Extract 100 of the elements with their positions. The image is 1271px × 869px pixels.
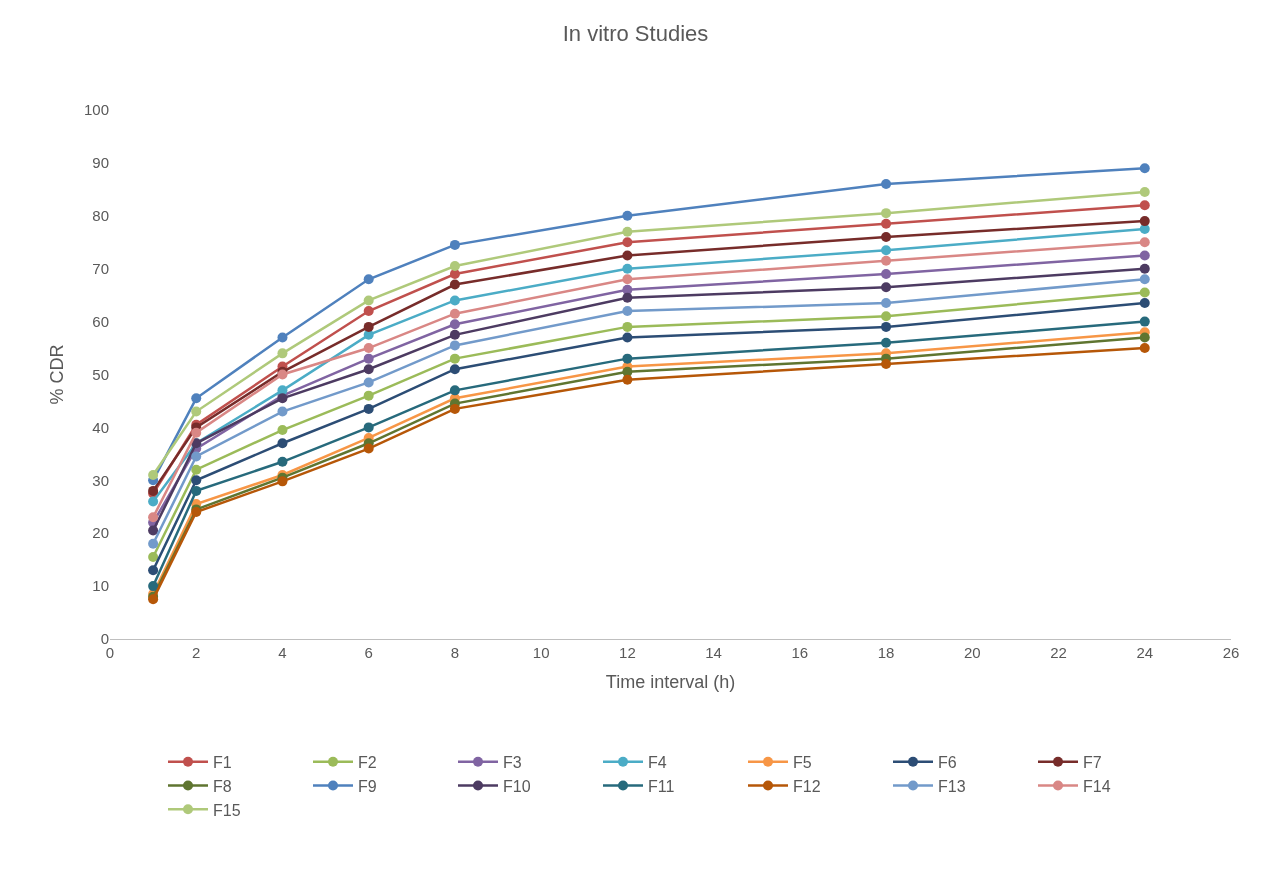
point bbox=[277, 332, 288, 343]
point bbox=[622, 210, 633, 221]
point bbox=[148, 512, 159, 523]
point bbox=[449, 295, 460, 306]
point bbox=[622, 374, 633, 385]
point bbox=[363, 443, 374, 454]
x-tick-label: 4 bbox=[278, 644, 287, 661]
legend-label: F7 bbox=[1083, 753, 1102, 771]
x-tick-label: 12 bbox=[619, 644, 636, 661]
point bbox=[449, 403, 460, 414]
x-tick-label: 10 bbox=[532, 644, 550, 661]
point bbox=[148, 581, 159, 592]
point bbox=[881, 208, 892, 219]
legend-label: F12 bbox=[793, 777, 821, 795]
point bbox=[191, 393, 202, 404]
x-tick-label: 6 bbox=[364, 644, 373, 661]
point bbox=[881, 255, 892, 266]
x-tick-label: 14 bbox=[705, 644, 722, 661]
point bbox=[148, 538, 159, 549]
point bbox=[881, 179, 892, 190]
point bbox=[363, 422, 374, 433]
point bbox=[191, 464, 202, 475]
legend-label: F13 bbox=[938, 777, 966, 795]
point bbox=[881, 282, 892, 293]
point bbox=[148, 565, 159, 576]
x-tick-label: 22 bbox=[1050, 644, 1067, 661]
point bbox=[191, 485, 202, 496]
y-tick-label: 90 bbox=[92, 154, 109, 172]
point bbox=[277, 425, 288, 436]
x-tick-label: 20 bbox=[963, 644, 981, 661]
legend-label: F11 bbox=[648, 777, 675, 795]
point bbox=[881, 218, 892, 229]
point bbox=[881, 337, 892, 348]
point bbox=[1139, 274, 1150, 285]
point bbox=[277, 438, 288, 449]
point bbox=[191, 475, 202, 486]
point bbox=[363, 403, 374, 414]
point bbox=[277, 456, 288, 467]
point bbox=[148, 552, 159, 563]
point bbox=[363, 306, 374, 317]
point bbox=[881, 231, 892, 242]
y-tick-label: 60 bbox=[92, 312, 109, 330]
point bbox=[148, 470, 159, 481]
legend-label: F2 bbox=[358, 753, 377, 771]
point bbox=[363, 364, 374, 375]
point bbox=[1139, 216, 1150, 227]
point bbox=[881, 268, 892, 279]
point bbox=[449, 353, 460, 364]
point bbox=[1139, 200, 1150, 211]
point bbox=[148, 496, 159, 507]
x-tick-label: 8 bbox=[450, 644, 460, 661]
point bbox=[148, 525, 159, 536]
point bbox=[881, 358, 892, 369]
point bbox=[363, 377, 374, 388]
point bbox=[449, 261, 460, 272]
legend-label: F4 bbox=[648, 753, 667, 771]
point bbox=[191, 451, 202, 462]
y-tick-label: 50 bbox=[92, 365, 109, 383]
point bbox=[449, 364, 460, 375]
point bbox=[1139, 343, 1150, 354]
point bbox=[881, 311, 892, 322]
point bbox=[622, 274, 633, 285]
point bbox=[1139, 163, 1150, 174]
legend-label: F1 bbox=[213, 753, 232, 771]
point bbox=[622, 237, 633, 248]
x-axis-title: Time interval (h) bbox=[605, 672, 736, 693]
point bbox=[1139, 250, 1150, 261]
legend-label: F5 bbox=[793, 753, 812, 771]
point bbox=[191, 406, 202, 417]
point bbox=[277, 348, 288, 359]
legend-label: F15 bbox=[213, 801, 241, 819]
x-tick-label: 16 bbox=[791, 644, 809, 661]
legend-label: F8 bbox=[213, 777, 232, 795]
point bbox=[363, 321, 374, 332]
point bbox=[363, 274, 374, 285]
legend-label: F3 bbox=[503, 753, 522, 771]
legend-label: F9 bbox=[358, 777, 377, 795]
point bbox=[363, 343, 374, 354]
x-tick-label: 26 bbox=[1222, 644, 1240, 661]
point bbox=[1139, 237, 1150, 248]
y-tick-label: 70 bbox=[92, 259, 109, 277]
point bbox=[449, 279, 460, 290]
y-axis-title: % CDR bbox=[47, 344, 68, 405]
point bbox=[449, 329, 460, 340]
x-tick-label: 2 bbox=[192, 644, 201, 661]
point bbox=[622, 321, 633, 332]
point bbox=[881, 321, 892, 332]
x-tick-label: 18 bbox=[877, 644, 895, 661]
point bbox=[622, 250, 633, 261]
legend-label: F14 bbox=[1083, 777, 1111, 795]
x-tick-label: 24 bbox=[1136, 644, 1154, 661]
point bbox=[622, 306, 633, 317]
point bbox=[449, 340, 460, 351]
legend-label: F10 bbox=[503, 777, 531, 795]
point bbox=[363, 390, 374, 401]
point bbox=[277, 406, 288, 417]
point bbox=[1139, 187, 1150, 197]
legend-label: F6 bbox=[938, 753, 957, 771]
point bbox=[1139, 332, 1150, 343]
point bbox=[622, 353, 633, 364]
